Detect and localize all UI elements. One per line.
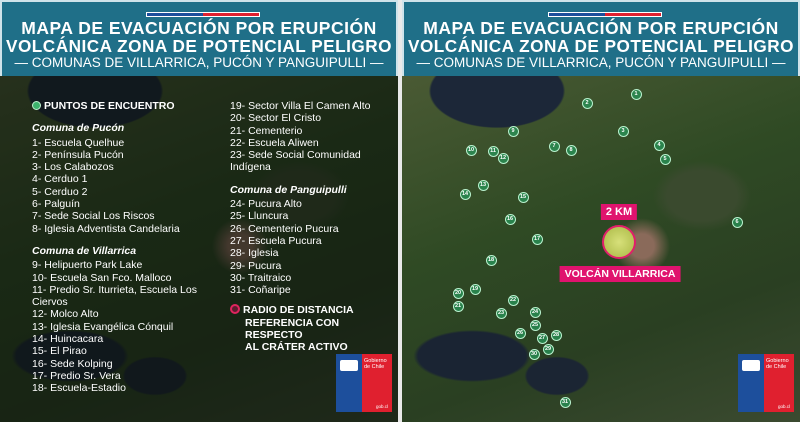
meeting-point-marker[interactable]: 11 (487, 145, 499, 157)
radius-label: 2 KM (600, 204, 638, 220)
gobierno-logo: Gobierno de Chile gob.cl (336, 354, 392, 412)
legend-item: 31- Coñaripe (230, 284, 291, 297)
meeting-point-marker[interactable]: 19 (469, 283, 481, 295)
map-background (0, 76, 398, 422)
legend-item: 5- Cerduo 2 (32, 185, 88, 198)
meeting-point-marker[interactable]: 8 (565, 144, 577, 156)
flag-bar (548, 12, 662, 17)
legend-item: 1- Escuela Quelhue (32, 136, 125, 149)
meeting-point-icon (32, 101, 41, 110)
legend-item: 20- Sector El Cristo (230, 112, 322, 125)
header: MAPA DE EVACUACIÓN POR ERUPCIÓN VOLCÁNICA… (402, 0, 800, 76)
meeting-point-marker[interactable]: 14 (459, 188, 471, 200)
meeting-point-marker[interactable]: 6 (731, 216, 743, 228)
legend-item: 9- Helipuerto Park Lake (32, 259, 143, 272)
meeting-point-marker[interactable]: 18 (485, 254, 497, 266)
legend-item: 2- Península Pucón (32, 148, 124, 161)
radius-legend: RADIO DE DISTANCIA REFERENCIA CON RESPEC… (230, 304, 396, 353)
legend-item: 27- Escuela Pucura (230, 234, 322, 247)
panguipulli-list: 24- Pucura Alto 25- Lluncura 26- Cementeri… (230, 198, 396, 296)
meeting-point-marker[interactable]: 3 (617, 125, 629, 137)
page-title: MAPA DE EVACUACIÓN POR ERUPCIÓN VOLCÁNICA… (408, 18, 794, 56)
coat-of-arms-icon (336, 354, 362, 412)
page-title: MAPA DE EVACUACIÓN POR ERUPCIÓN VOLCÁNICA… (5, 18, 392, 56)
page-subtitle: — COMUNAS DE VILLARRICA, PUCÓN Y PANGUIP… (14, 55, 384, 70)
crater-radius-circle (602, 225, 636, 259)
meeting-point-marker[interactable]: 4 (653, 139, 665, 151)
meeting-point-marker[interactable]: 2 (581, 97, 593, 109)
volcano-label: VOLCÁN VILLARRICA (559, 266, 681, 282)
legend-item: 10- Escuela San Fco. Malloco (32, 271, 172, 284)
legend-item: 8- Iglesia Adventista Candelaria (32, 222, 180, 235)
header: MAPA DE EVACUACIÓN POR ERUPCIÓN VOLCÁNICA… (0, 0, 398, 76)
map-panel: MAPA DE EVACUACIÓN POR ERUPCIÓN VOLCÁNICA… (402, 0, 800, 422)
legend-item: 24- Pucura Alto (230, 198, 302, 211)
legend-item: 11- Predio Sr. Iturrieta, Escuela Los Ci… (32, 283, 197, 309)
legend-item: 17- Predio Sr. Vera (32, 369, 121, 382)
legend-item: 6- Palguín (32, 198, 80, 211)
meeting-point-marker[interactable]: 31 (559, 396, 571, 408)
legend-right: 19- Sector Villa El Camen Alto 20- Sector… (230, 100, 396, 354)
villarrica-list: 9- Helipuerto Park Lake 10- Escuela San F… (32, 259, 224, 394)
legend-item: 26- Cementerio Pucura (230, 222, 339, 235)
meeting-point-marker[interactable]: 17 (531, 233, 543, 245)
legend-panel: MAPA DE EVACUACIÓN POR ERUPCIÓN VOLCÁNICA… (0, 0, 398, 422)
meeting-point-marker[interactable]: 29 (542, 343, 554, 355)
meeting-point-marker[interactable]: 10 (465, 144, 477, 156)
meeting-point-marker[interactable]: 5 (659, 153, 671, 165)
legend-item: 3- Los Calabozos (32, 161, 114, 174)
meeting-point-marker[interactable]: 13 (477, 179, 489, 191)
meeting-point-marker[interactable]: 26 (514, 327, 526, 339)
comuna-title: Comuna de Villarrica (32, 244, 137, 257)
meeting-point-marker[interactable]: 16 (504, 213, 516, 225)
legend-item: 21- Cementerio (230, 124, 303, 137)
flag-bar (146, 12, 260, 17)
legend-item: 14- Huincacara (32, 333, 104, 346)
meeting-point-marker[interactable]: 15 (517, 191, 529, 203)
meeting-point-marker[interactable]: 28 (550, 329, 562, 341)
gobierno-logo: Gobierno de Chile gob.cl (738, 354, 794, 412)
legend-item: 15- El Pirao (32, 345, 87, 358)
radius-icon (230, 304, 240, 315)
meeting-point-marker[interactable]: 9 (507, 125, 519, 137)
meeting-point-marker[interactable]: 21 (452, 300, 464, 312)
villarrica-list-cont: 19- Sector Villa El Camen Alto 20- Sector… (230, 100, 396, 174)
legend-item: 30- Traitraico (230, 271, 292, 284)
meeting-point-marker[interactable]: 25 (529, 319, 541, 331)
legend-item: 4- Cerduo 1 (32, 173, 88, 186)
legend-left: PUNTOS DE ENCUENTRO Comuna de Pucón 1- E… (32, 100, 224, 395)
comuna-title: Comuna de Pucón (32, 122, 125, 135)
meeting-point-marker[interactable]: 30 (528, 348, 540, 360)
legend-item: 16- Sede Kolping (32, 357, 113, 370)
meeting-point-marker[interactable]: 22 (507, 294, 519, 306)
comuna-title: Comuna de Panguipulli (230, 183, 347, 196)
meeting-point-marker[interactable]: 20 (452, 287, 464, 299)
pucon-list: 1- Escuela Quelhue 2- Península Pucón 3- L… (32, 137, 224, 235)
legend-item: 19- Sector Villa El Camen Alto (230, 100, 371, 112)
meeting-point-marker[interactable]: 27 (536, 332, 548, 344)
legend-item: 28- Iglesia (230, 247, 279, 260)
legend-item: 25- Lluncura (230, 210, 289, 223)
meeting-point-marker[interactable]: 1 (630, 88, 642, 100)
legend-item: 22- Escuela Aliwen (230, 136, 319, 149)
meeting-point-marker[interactable]: 12 (497, 152, 509, 164)
coat-of-arms-icon (738, 354, 764, 412)
meeting-point-marker[interactable]: 7 (548, 140, 560, 152)
legend-item: 18- Escuela-Estadio (32, 382, 126, 395)
meeting-points-legend: PUNTOS DE ENCUENTRO (32, 100, 224, 112)
legend-item: 12- Molco Alto (32, 308, 99, 321)
legend-item: 7- Sede Social Los Riscos (32, 210, 155, 223)
satellite-map: 2 KM VOLCÁN VILLARRICA 1 2 3 4 5 6 7 8 9 10 11 12 13… (402, 76, 800, 422)
legend-item: 13- Iglesia Evangélica Cónquil (32, 320, 174, 333)
legend-item: 29- Pucura (230, 259, 282, 272)
legend-item: 23- Sede Social Comunidad Indígena (230, 149, 361, 174)
meeting-point-marker[interactable]: 24 (529, 306, 541, 318)
meeting-point-marker[interactable]: 23 (495, 307, 507, 319)
page-subtitle: — COMUNAS DE VILLARRICA, PUCÓN Y PANGUIP… (416, 55, 786, 70)
